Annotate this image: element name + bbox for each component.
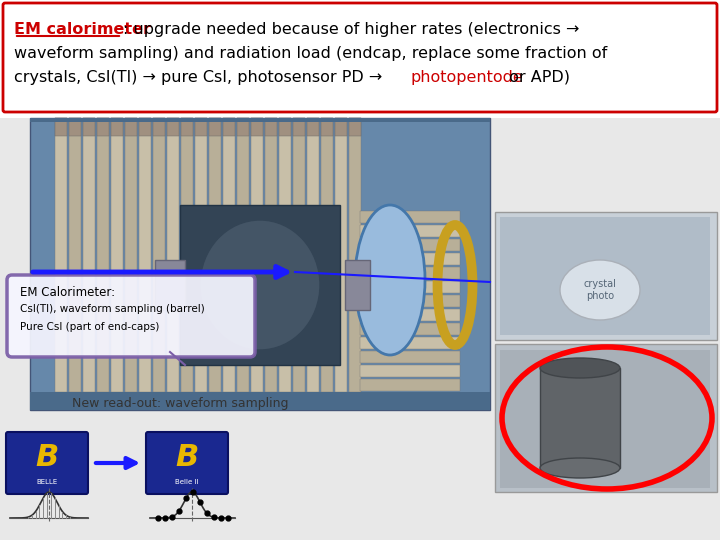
Bar: [293, 118, 305, 392]
Bar: [500, 217, 710, 335]
Bar: [265, 118, 277, 392]
Text: EM calorimeter: EM calorimeter: [14, 22, 151, 37]
Bar: [83, 118, 95, 392]
Bar: [360, 239, 460, 251]
Bar: [195, 118, 207, 392]
Bar: [69, 118, 81, 136]
Bar: [181, 118, 193, 136]
Bar: [223, 118, 235, 136]
Bar: [125, 118, 137, 392]
Bar: [360, 309, 460, 321]
Text: New read-out: waveform sampling: New read-out: waveform sampling: [72, 397, 289, 410]
Bar: [360, 393, 460, 405]
Bar: [293, 118, 305, 136]
Bar: [111, 118, 123, 136]
Bar: [209, 118, 221, 136]
Text: Belle II: Belle II: [175, 479, 199, 485]
Bar: [360, 295, 460, 307]
Bar: [97, 118, 109, 136]
Bar: [180, 205, 340, 365]
Bar: [167, 118, 179, 392]
FancyBboxPatch shape: [6, 432, 88, 494]
Ellipse shape: [560, 260, 640, 320]
Text: or APD): or APD): [504, 70, 570, 85]
Text: photopentode: photopentode: [411, 70, 523, 85]
Bar: [321, 118, 333, 392]
Bar: [251, 118, 263, 392]
Bar: [345, 260, 370, 310]
Text: BELLE: BELLE: [37, 479, 58, 485]
Bar: [279, 118, 291, 136]
Text: B: B: [35, 443, 58, 472]
Bar: [360, 379, 460, 391]
Bar: [237, 118, 249, 136]
Bar: [155, 260, 185, 310]
Bar: [55, 118, 67, 136]
Bar: [125, 118, 137, 136]
Bar: [495, 212, 717, 340]
Text: B: B: [176, 443, 199, 472]
Bar: [69, 118, 81, 392]
Bar: [307, 118, 319, 392]
Bar: [0, 118, 720, 540]
Bar: [495, 344, 717, 492]
Bar: [55, 118, 67, 392]
Bar: [195, 118, 207, 136]
Polygon shape: [30, 118, 490, 410]
Text: crystals, CsI(Tl) → pure CsI, photosensor PD →: crystals, CsI(Tl) → pure CsI, photosenso…: [14, 70, 387, 85]
Bar: [181, 118, 193, 392]
Text: Pure CsI (part of end-caps): Pure CsI (part of end-caps): [20, 322, 159, 332]
Bar: [153, 118, 165, 136]
Bar: [139, 118, 151, 392]
FancyBboxPatch shape: [146, 432, 228, 494]
Bar: [83, 118, 95, 136]
Bar: [349, 118, 361, 392]
Bar: [500, 350, 710, 488]
Text: waveform sampling) and radiation load (endcap, replace some fraction of: waveform sampling) and radiation load (e…: [14, 46, 607, 61]
Bar: [540, 368, 620, 468]
Bar: [349, 118, 361, 136]
Bar: [360, 225, 460, 237]
Bar: [360, 351, 460, 363]
Bar: [279, 118, 291, 392]
Bar: [307, 118, 319, 136]
Bar: [360, 365, 460, 377]
Bar: [335, 118, 347, 136]
Ellipse shape: [200, 220, 320, 350]
FancyBboxPatch shape: [3, 3, 717, 112]
Ellipse shape: [540, 358, 620, 378]
Bar: [360, 323, 460, 335]
Bar: [360, 267, 460, 279]
Bar: [209, 118, 221, 392]
Bar: [237, 118, 249, 392]
Ellipse shape: [355, 205, 425, 355]
Text: : upgrade needed because of higher rates (electronics →: : upgrade needed because of higher rates…: [123, 22, 580, 37]
Text: CsI(Tl), waveform sampling (barrel): CsI(Tl), waveform sampling (barrel): [20, 304, 204, 314]
Bar: [360, 253, 460, 265]
Bar: [111, 118, 123, 392]
Bar: [360, 281, 460, 293]
Text: crystal
photo: crystal photo: [584, 279, 616, 301]
Bar: [153, 118, 165, 392]
Bar: [167, 118, 179, 136]
Bar: [97, 118, 109, 392]
Text: EM Calorimeter:: EM Calorimeter:: [20, 286, 115, 299]
Ellipse shape: [540, 458, 620, 478]
Bar: [251, 118, 263, 136]
Bar: [139, 118, 151, 136]
Bar: [265, 118, 277, 136]
Bar: [360, 211, 460, 223]
Bar: [360, 337, 460, 349]
Bar: [30, 392, 490, 410]
Bar: [321, 118, 333, 136]
Bar: [223, 118, 235, 392]
FancyBboxPatch shape: [7, 275, 255, 357]
Bar: [30, 118, 490, 122]
Bar: [335, 118, 347, 392]
